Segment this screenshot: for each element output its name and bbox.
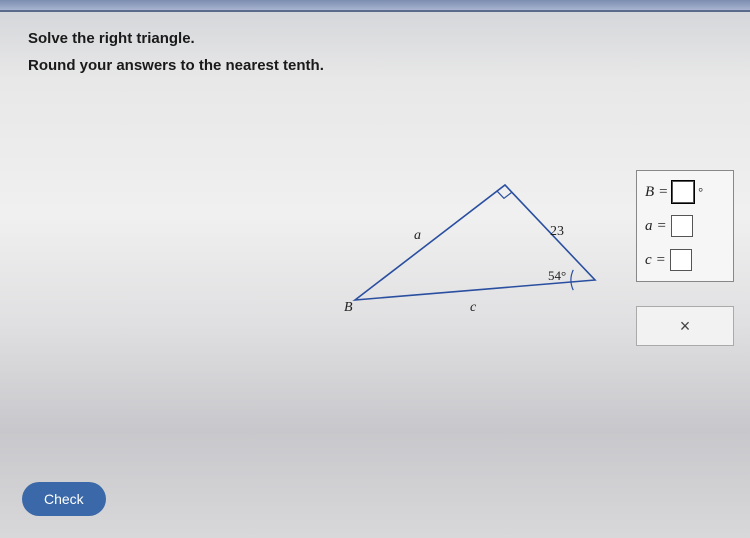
label-side-c: c [470,300,476,316]
close-button[interactable]: × [636,306,734,346]
equals: = [657,218,667,235]
degree-symbol: ° [698,185,703,200]
triangle-diagram: a 23 54° B c [350,180,610,320]
equals: = [658,184,668,201]
answer-row-B: B = ° [645,181,725,203]
label-side-23: 23 [550,224,564,240]
angle-arc-54 [571,270,573,290]
answer-var: c [645,252,652,269]
problem-line-2: Round your answers to the nearest tenth. [28,57,722,74]
label-vertex-b: B [344,300,353,316]
answer-row-c: c = [645,249,725,271]
answer-panel: B = ° a = c = [636,170,734,282]
label-side-a: a [414,228,421,244]
window-topbar [0,0,750,12]
answer-input-B[interactable] [672,181,694,203]
label-angle-54: 54° [548,268,566,284]
right-angle-mark [497,191,512,198]
text-cursor-word: right [99,30,132,47]
close-icon: × [680,316,691,337]
equals: = [656,252,666,269]
answer-var: B [645,184,654,201]
text: Solve the [28,30,99,47]
problem-text: Solve the right triangle. Round your ans… [0,12,750,92]
answer-input-c[interactable] [670,249,692,271]
text: triangle. [132,30,195,47]
answer-input-a[interactable] [671,215,693,237]
problem-line-1: Solve the right triangle. [28,30,722,47]
check-button[interactable]: Check [22,482,106,516]
answer-var: a [645,218,653,235]
triangle-svg [350,180,610,320]
answer-row-a: a = [645,215,725,237]
